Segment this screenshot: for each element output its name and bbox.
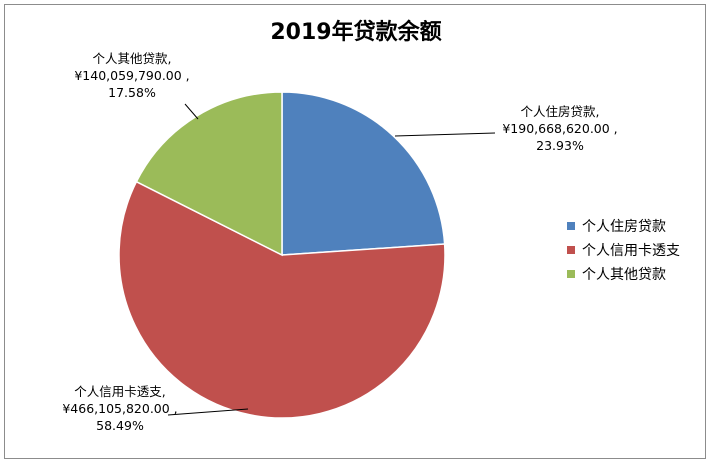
legend-item-housing: 个人住房贷款 bbox=[567, 214, 680, 238]
data-label-housing: 个人住房贷款, ¥190,668,620.00 , 23.93% bbox=[502, 104, 618, 153]
legend-label-housing: 个人住房贷款 bbox=[582, 219, 666, 235]
leader-line-creditcard bbox=[167, 408, 249, 416]
legend-item-creditcard: 个人信用卡透支 bbox=[567, 238, 680, 262]
legend-swatch-creditcard bbox=[567, 246, 575, 254]
legend-label-other: 个人其他贷款 bbox=[582, 267, 666, 283]
pie-slice-housing bbox=[281, 91, 446, 256]
pie-slice-other bbox=[135, 91, 283, 257]
legend-swatch-housing bbox=[567, 222, 575, 230]
leader-line-housing bbox=[394, 132, 496, 137]
chart-title: 2019年贷款余额 bbox=[270, 20, 442, 45]
data-label-creditcard: 个人信用卡透支, ¥466,105,820.00 , 58.49% bbox=[62, 384, 178, 433]
legend-label-creditcard: 个人信用卡透支 bbox=[582, 243, 680, 259]
pie-slice-creditcard bbox=[118, 180, 446, 419]
legend: 个人住房贷款 个人信用卡透支 个人其他贷款 bbox=[567, 214, 680, 286]
data-label-other: 个人其他贷款, ¥140,059,790.00 , 17.58% bbox=[74, 51, 190, 100]
legend-item-other: 个人其他贷款 bbox=[567, 262, 680, 286]
leader-line-other bbox=[184, 103, 199, 120]
legend-swatch-other bbox=[567, 270, 575, 278]
